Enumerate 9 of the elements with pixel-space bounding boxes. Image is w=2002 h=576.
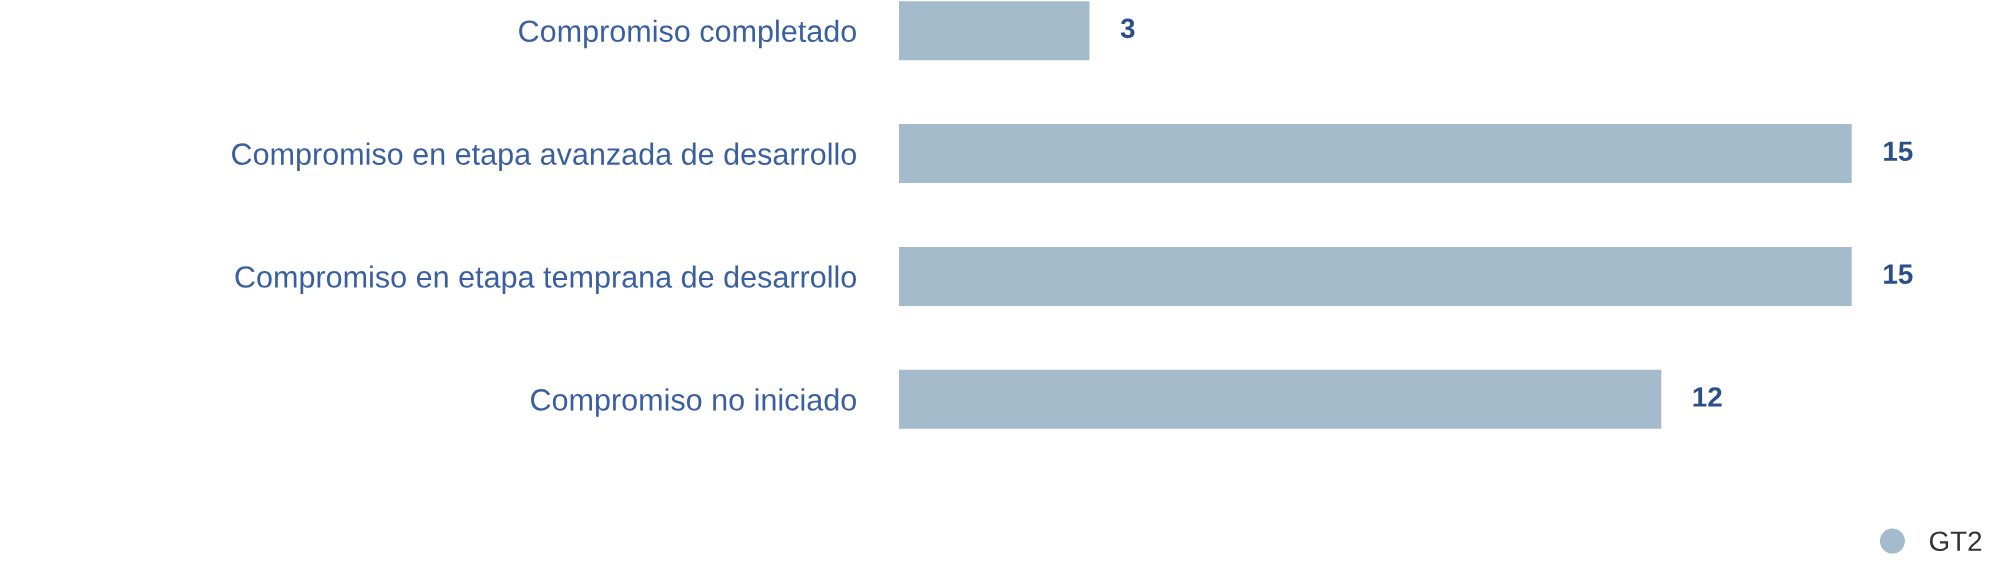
- data-label: 12: [1693, 387, 1722, 407]
- y-tick-label: Compromiso completado: [519, 19, 856, 49]
- data-label: 3: [1120, 18, 1135, 39]
- legend-label: GT2: [1929, 531, 1982, 552]
- y-tick-label: Compromiso no iniciado: [531, 388, 856, 417]
- y-tick-label: Compromiso en etapa temprana de desarrollo: [235, 265, 856, 294]
- data-label: 15: [1884, 264, 1913, 284]
- data-label: 15: [1884, 141, 1913, 162]
- y-tick-label: Compromiso en etapa avanzada de desarrollo: [232, 142, 856, 172]
